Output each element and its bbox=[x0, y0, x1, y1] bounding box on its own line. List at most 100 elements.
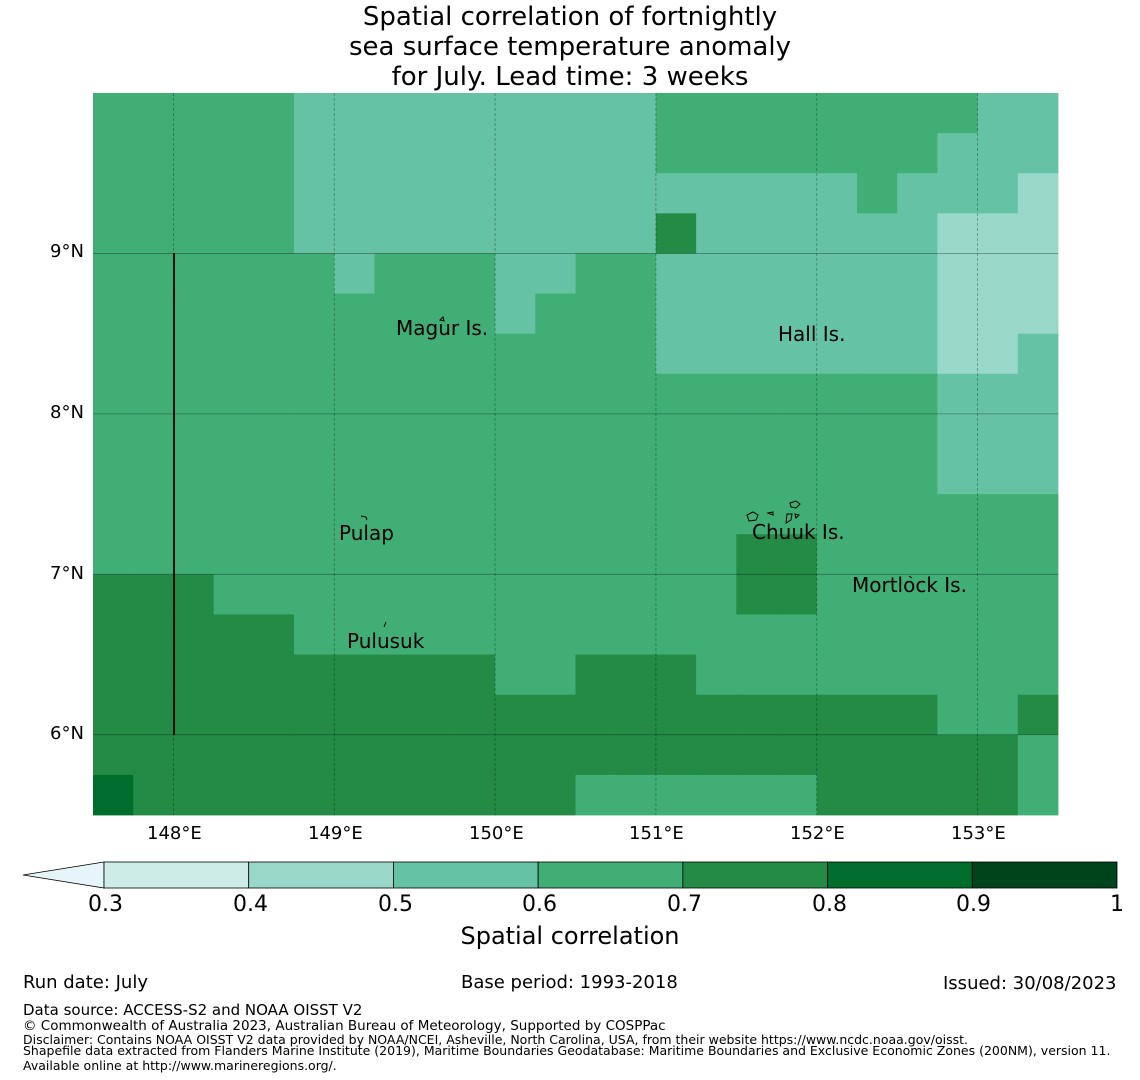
grid-cell bbox=[454, 694, 496, 736]
grid-cell bbox=[977, 494, 1019, 535]
grid-cell bbox=[334, 534, 375, 575]
grid-cell bbox=[856, 614, 898, 655]
grid-cell bbox=[374, 333, 416, 375]
grid-cell bbox=[414, 293, 456, 335]
grid-cell bbox=[93, 534, 134, 575]
grid-cell bbox=[334, 173, 375, 214]
grid-cell bbox=[334, 774, 375, 816]
grid-cell bbox=[294, 133, 335, 174]
grid-cell bbox=[977, 694, 1019, 736]
grid-cell bbox=[1017, 654, 1059, 696]
colorbar-label: Spatial correlation bbox=[460, 922, 680, 950]
grid-cell bbox=[213, 373, 255, 415]
grid-cell bbox=[575, 133, 617, 174]
grid-cell bbox=[93, 494, 134, 535]
grid-cell bbox=[575, 534, 617, 575]
grid-cell bbox=[816, 133, 858, 174]
grid-cell bbox=[937, 253, 978, 294]
grid-cell bbox=[374, 133, 416, 174]
grid-cell bbox=[173, 694, 215, 736]
grid-cell bbox=[816, 213, 858, 254]
grid-cell bbox=[535, 373, 576, 415]
grid-cell bbox=[856, 494, 898, 535]
grid-cell bbox=[696, 454, 737, 495]
grid-cell bbox=[495, 534, 536, 575]
grid-cell bbox=[294, 173, 335, 214]
grid-cell bbox=[93, 213, 134, 254]
grid-cell bbox=[816, 774, 858, 816]
grid-cell bbox=[253, 494, 295, 535]
grid-cell bbox=[414, 654, 456, 696]
grid-cell bbox=[897, 213, 938, 254]
grid-cell bbox=[937, 413, 978, 455]
grid-cell bbox=[736, 173, 777, 214]
grid-cell bbox=[173, 333, 215, 375]
grid-cell bbox=[696, 293, 737, 335]
grid-cell bbox=[655, 133, 697, 174]
grid-cell bbox=[655, 373, 697, 415]
grid-cell bbox=[897, 654, 938, 696]
grid-cell bbox=[93, 654, 134, 696]
grid-cell bbox=[1017, 494, 1059, 535]
grid-cell bbox=[615, 253, 657, 294]
grid-cell bbox=[173, 654, 215, 696]
grid-cell bbox=[93, 173, 134, 214]
y-tick-9n: 9°N bbox=[50, 241, 84, 262]
grid-cell bbox=[133, 454, 174, 495]
grid-cell bbox=[173, 574, 215, 615]
grid-cell bbox=[495, 614, 536, 655]
grid-cell bbox=[334, 133, 375, 174]
grid-cell bbox=[414, 373, 456, 415]
grid-cell bbox=[1017, 774, 1059, 816]
grid-cell bbox=[414, 213, 456, 254]
grid-cell bbox=[575, 213, 617, 254]
grid-cell bbox=[736, 454, 777, 495]
grid-cell bbox=[374, 173, 416, 214]
island-label-hall: Hall Is. bbox=[778, 322, 845, 346]
grid-cell bbox=[696, 373, 737, 415]
grid-cell bbox=[93, 293, 134, 335]
grid-cell bbox=[897, 173, 938, 214]
grid-cell bbox=[856, 253, 898, 294]
grid-cell bbox=[696, 93, 737, 134]
chuuk-outline bbox=[746, 500, 801, 524]
grid-cell bbox=[454, 413, 496, 455]
grid-cell bbox=[294, 293, 335, 335]
grid-cell bbox=[977, 734, 1019, 776]
colorbar-segment bbox=[248, 861, 394, 889]
grid-cell bbox=[253, 413, 295, 455]
grid-cell bbox=[736, 774, 777, 816]
grid-cell bbox=[495, 574, 536, 615]
grid-cell bbox=[655, 93, 697, 134]
grid-cell bbox=[977, 774, 1019, 816]
grid-cell bbox=[173, 614, 215, 655]
grid-cell bbox=[535, 93, 576, 134]
grid-cell bbox=[575, 694, 617, 736]
grid-cell bbox=[1017, 93, 1059, 134]
grid-cell bbox=[615, 494, 657, 535]
grid-cell bbox=[977, 654, 1019, 696]
grid-cell bbox=[374, 293, 416, 335]
grid-cell bbox=[856, 133, 898, 174]
grid-cell bbox=[816, 373, 858, 415]
grid-cell bbox=[93, 333, 134, 375]
grid-cell bbox=[133, 694, 174, 736]
grid-cell bbox=[374, 373, 416, 415]
grid-cell bbox=[414, 454, 456, 495]
grid-cell bbox=[977, 253, 1019, 294]
grid-cell bbox=[414, 694, 456, 736]
grid-cell bbox=[856, 574, 898, 615]
grid-cell bbox=[294, 333, 335, 375]
grid-cell bbox=[414, 494, 456, 535]
grid-cell bbox=[374, 454, 416, 495]
grid-cell bbox=[213, 574, 255, 615]
title-line-3: for July. Lead time: 3 weeks bbox=[391, 62, 749, 92]
grid-cell bbox=[655, 494, 697, 535]
grid-cell bbox=[977, 614, 1019, 655]
grid-cell bbox=[816, 694, 858, 736]
colorbar-tick-0-8: 0.8 bbox=[812, 892, 847, 917]
grid-cell bbox=[495, 133, 536, 174]
grid-cell bbox=[1017, 133, 1059, 174]
grid-cell bbox=[294, 413, 335, 455]
